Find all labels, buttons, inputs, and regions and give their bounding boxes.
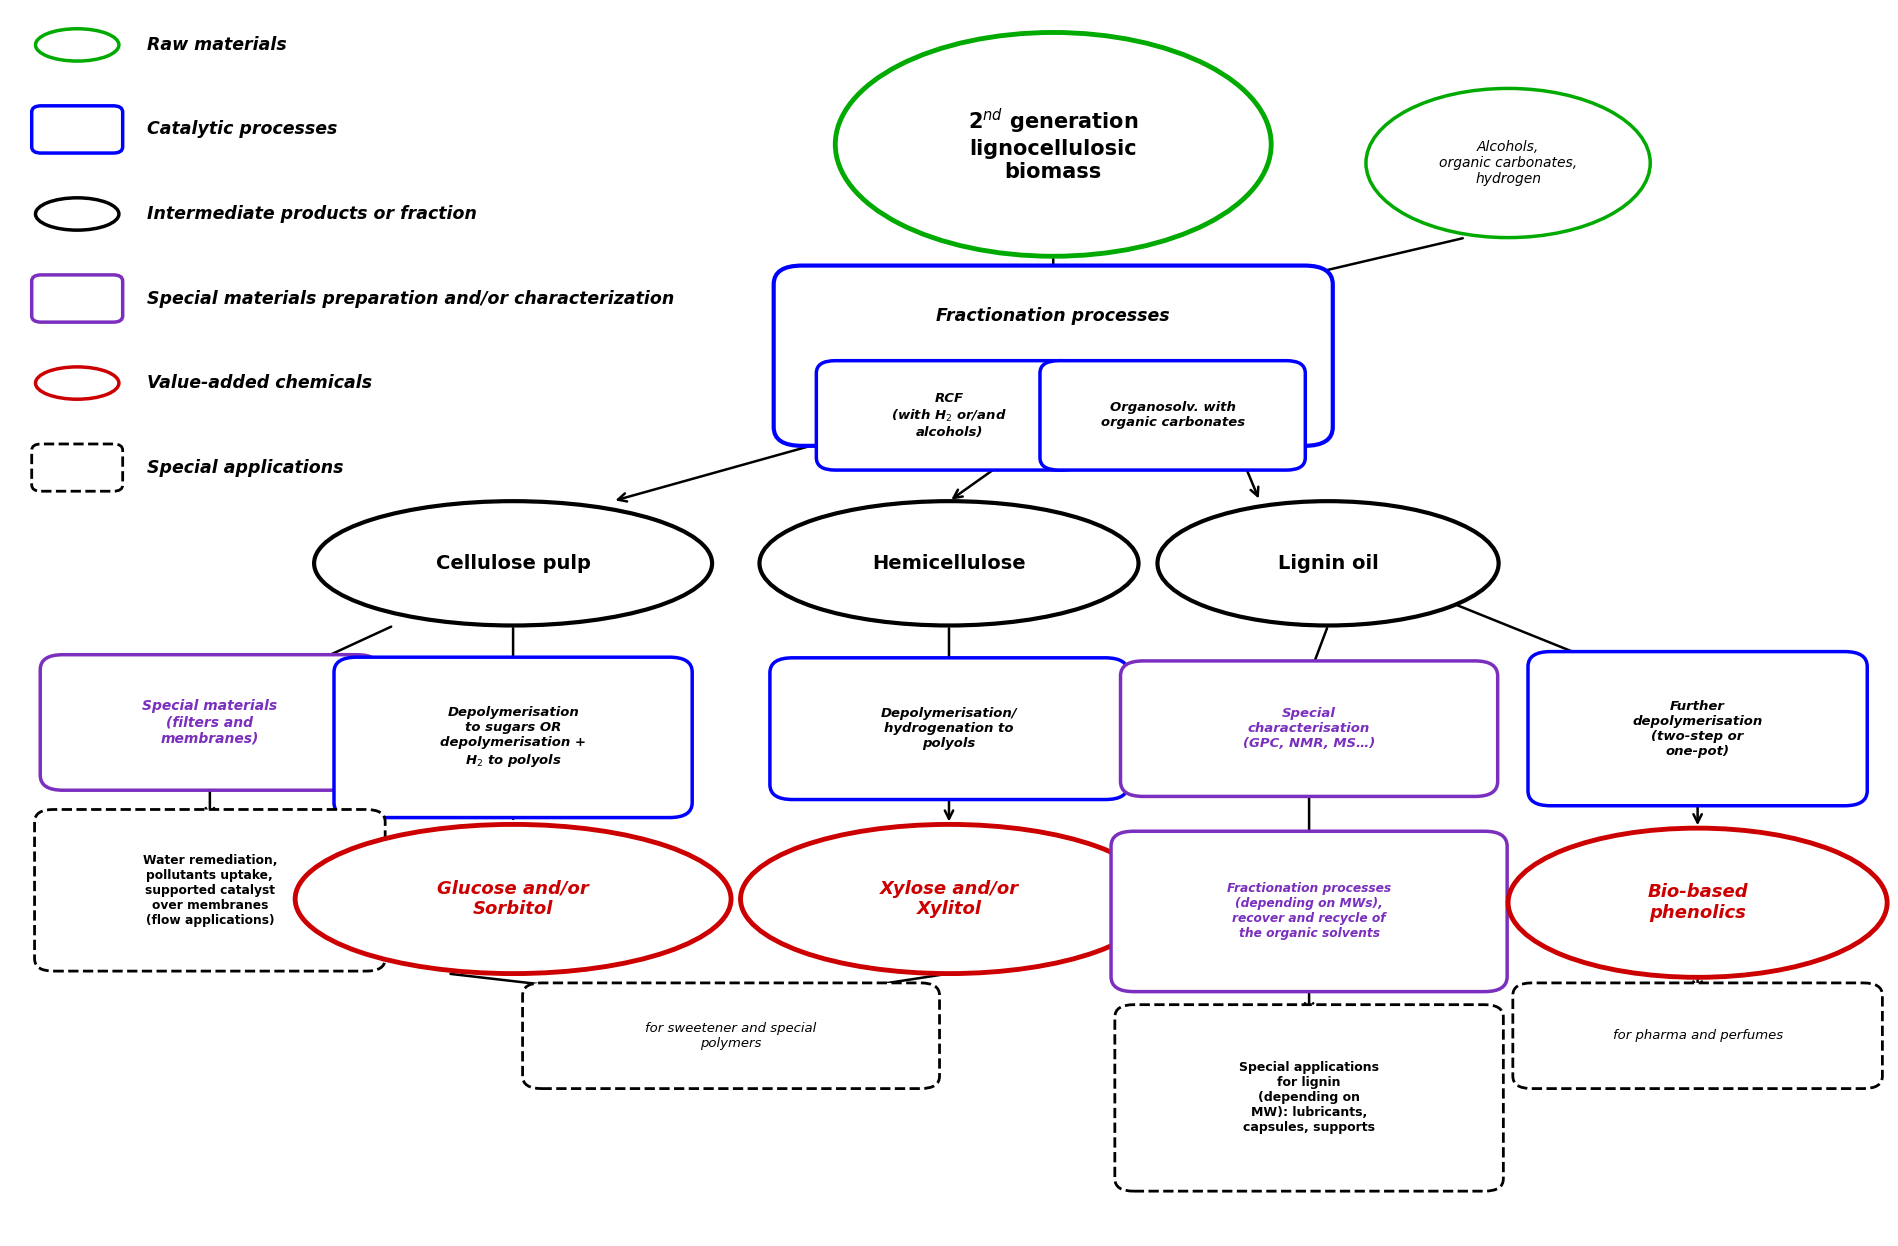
Ellipse shape xyxy=(36,198,120,231)
Text: Special applications
for lignin
(depending on
MW): lubricants,
capsules, support: Special applications for lignin (dependi… xyxy=(1239,1062,1380,1134)
Text: Cellulose pulp: Cellulose pulp xyxy=(437,553,590,573)
Text: Fractionation processes: Fractionation processes xyxy=(936,307,1169,325)
FancyBboxPatch shape xyxy=(1528,652,1868,806)
FancyBboxPatch shape xyxy=(1114,1004,1503,1191)
Ellipse shape xyxy=(740,825,1158,973)
Text: Fractionation processes
(depending on MWs),
recover and recycle of
the organic s: Fractionation processes (depending on MW… xyxy=(1226,882,1391,941)
Text: Catalytic processes: Catalytic processes xyxy=(148,121,338,138)
Ellipse shape xyxy=(1158,501,1499,625)
FancyBboxPatch shape xyxy=(32,444,123,491)
Text: for pharma and perfumes: for pharma and perfumes xyxy=(1613,1029,1782,1042)
Text: Further
depolymerisation
(two-step or
one-pot): Further depolymerisation (two-step or on… xyxy=(1632,700,1763,758)
Text: Depolymerisation
to sugars OR
depolymerisation +
H$_2$ to polyols: Depolymerisation to sugars OR depolymeri… xyxy=(440,706,586,769)
FancyBboxPatch shape xyxy=(522,983,940,1089)
Ellipse shape xyxy=(835,32,1272,257)
Text: Organosolv. with
organic carbonates: Organosolv. with organic carbonates xyxy=(1101,401,1245,430)
FancyBboxPatch shape xyxy=(1513,983,1883,1089)
FancyBboxPatch shape xyxy=(1120,660,1498,796)
Text: Special applications: Special applications xyxy=(148,459,344,477)
Text: Glucose and/or
Sorbitol: Glucose and/or Sorbitol xyxy=(437,880,588,918)
FancyBboxPatch shape xyxy=(32,106,123,153)
Text: Bio-based
phenolics: Bio-based phenolics xyxy=(1647,883,1748,922)
FancyBboxPatch shape xyxy=(774,265,1332,446)
Ellipse shape xyxy=(1509,829,1887,977)
Text: Value-added chemicals: Value-added chemicals xyxy=(148,374,372,392)
Text: Special
characterisation
(GPC, NMR, MS…): Special characterisation (GPC, NMR, MS…) xyxy=(1243,708,1376,750)
Text: Raw materials: Raw materials xyxy=(148,36,287,54)
Text: Xylose and/or
Xylitol: Xylose and/or Xylitol xyxy=(879,880,1019,918)
FancyBboxPatch shape xyxy=(334,657,693,817)
Text: Special materials
(filters and
membranes): Special materials (filters and membranes… xyxy=(142,699,277,745)
Ellipse shape xyxy=(759,501,1139,625)
FancyBboxPatch shape xyxy=(34,810,385,971)
FancyBboxPatch shape xyxy=(1110,831,1507,992)
Text: Depolymerisation/
hydrogenation to
polyols: Depolymerisation/ hydrogenation to polyo… xyxy=(881,708,1017,750)
FancyBboxPatch shape xyxy=(771,658,1127,800)
FancyBboxPatch shape xyxy=(816,360,1082,470)
Text: for sweetener and special
polymers: for sweetener and special polymers xyxy=(645,1022,816,1049)
FancyBboxPatch shape xyxy=(40,654,380,790)
Ellipse shape xyxy=(36,29,120,61)
Text: Alcohols,
organic carbonates,
hydrogen: Alcohols, organic carbonates, hydrogen xyxy=(1439,140,1577,186)
Text: RCF
(with H$_2$ or/and
alcohols): RCF (with H$_2$ or/and alcohols) xyxy=(892,392,1006,439)
Text: 2$^{nd}$ generation
lignocellulosic
biomass: 2$^{nd}$ generation lignocellulosic biom… xyxy=(968,107,1139,182)
Text: Special materials preparation and/or characterization: Special materials preparation and/or cha… xyxy=(148,289,674,308)
FancyBboxPatch shape xyxy=(32,275,123,323)
Ellipse shape xyxy=(313,501,712,625)
Text: Lignin oil: Lignin oil xyxy=(1277,553,1378,573)
Text: Intermediate products or fraction: Intermediate products or fraction xyxy=(148,206,476,223)
Ellipse shape xyxy=(1367,88,1649,238)
Text: Hemicellulose: Hemicellulose xyxy=(873,553,1025,573)
Ellipse shape xyxy=(36,366,120,399)
FancyBboxPatch shape xyxy=(1040,360,1306,470)
Ellipse shape xyxy=(296,825,731,973)
Text: Water remediation,
pollutants uptake,
supported catalyst
over membranes
(flow ap: Water remediation, pollutants uptake, su… xyxy=(142,854,277,927)
